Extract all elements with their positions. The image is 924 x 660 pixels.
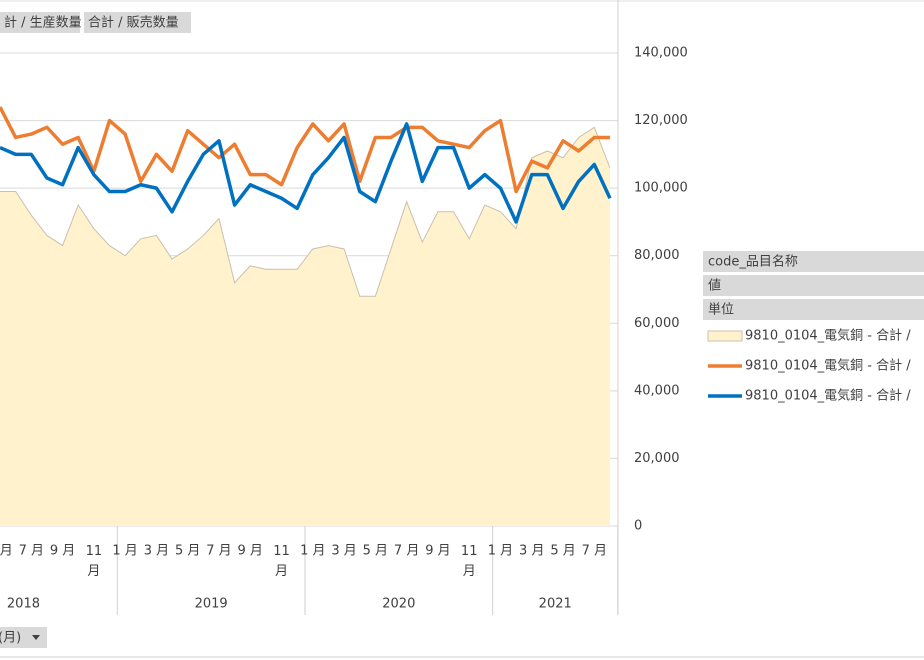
x-tick-label: 5 月 bbox=[550, 544, 575, 559]
year-label: 2018 bbox=[7, 597, 40, 612]
x-tick-label: 9 月 bbox=[425, 544, 450, 559]
y-tick-label: 0 bbox=[634, 519, 642, 534]
legend-label: 9810_0104_電気銅 - 合計 / bbox=[745, 358, 911, 374]
x-tick-label: 9 月 bbox=[50, 544, 75, 559]
filter-button[interactable] bbox=[84, 12, 191, 33]
line bbox=[0, 106, 610, 194]
x-tick-label: 3 月 bbox=[331, 544, 356, 559]
filter-label[interactable]: 合計 / 販売数量 bbox=[88, 15, 179, 31]
legend-header-bg[interactable] bbox=[703, 299, 924, 320]
year-label: 2019 bbox=[195, 597, 228, 612]
y-tick-label: 20,000 bbox=[634, 451, 680, 466]
x-tick-label: 9 月 bbox=[238, 544, 263, 559]
y-tick-label: 80,000 bbox=[634, 248, 680, 263]
x-tick-label: 11 月 bbox=[461, 544, 478, 579]
y-tick-label: 140,000 bbox=[634, 46, 688, 61]
filter-label[interactable]: 計 / 生産数量 bbox=[4, 15, 82, 31]
x-tick-label: 5 月 bbox=[0, 544, 13, 559]
y-tick-label: 120,000 bbox=[634, 113, 688, 128]
x-tick-label: 5 月 bbox=[363, 544, 388, 559]
filter-button[interactable] bbox=[0, 12, 80, 33]
legend-header[interactable]: code_品目名称 bbox=[708, 254, 798, 270]
legend-label: 9810_0104_電気銅 - 合計 / bbox=[745, 328, 911, 344]
x-tick-label: 3 月 bbox=[144, 544, 169, 559]
x-tick-label: 7 月 bbox=[19, 544, 44, 559]
legend-header[interactable]: 値 bbox=[708, 278, 721, 294]
area-edge bbox=[0, 126, 611, 297]
line bbox=[0, 122, 612, 224]
legend-swatch bbox=[707, 330, 743, 342]
axis-field-button[interactable] bbox=[0, 627, 47, 648]
y-tick-label: 60,000 bbox=[634, 316, 680, 331]
x-tick-label: 3 月 bbox=[519, 544, 544, 559]
year-label: 2020 bbox=[382, 597, 415, 612]
x-tick-label: 7 月 bbox=[206, 544, 231, 559]
area bbox=[0, 127, 610, 526]
x-tick-label: 7 月 bbox=[394, 544, 419, 559]
legend-header-bg[interactable] bbox=[703, 251, 924, 272]
legend-header[interactable]: 単位 bbox=[708, 302, 734, 318]
x-tick-label: 7 月 bbox=[582, 544, 607, 559]
y-tick-label: 100,000 bbox=[634, 181, 688, 196]
dropdown-arrow[interactable] bbox=[32, 635, 40, 640]
x-tick-label: 1 月 bbox=[488, 544, 513, 559]
axis-field-label[interactable]: (月) bbox=[0, 631, 21, 646]
legend-label: 9810_0104_電気銅 - 合計 / bbox=[745, 388, 911, 404]
x-tick-label: 1 月 bbox=[112, 544, 137, 559]
x-tick-label: 11 月 bbox=[86, 544, 103, 579]
x-tick-label: 1 月 bbox=[300, 544, 325, 559]
x-tick-label: 5 月 bbox=[175, 544, 200, 559]
year-label: 2021 bbox=[539, 597, 572, 612]
y-tick-label: 40,000 bbox=[634, 383, 680, 398]
x-tick-label: 11 月 bbox=[273, 544, 290, 579]
legend-header-bg[interactable] bbox=[703, 275, 924, 296]
